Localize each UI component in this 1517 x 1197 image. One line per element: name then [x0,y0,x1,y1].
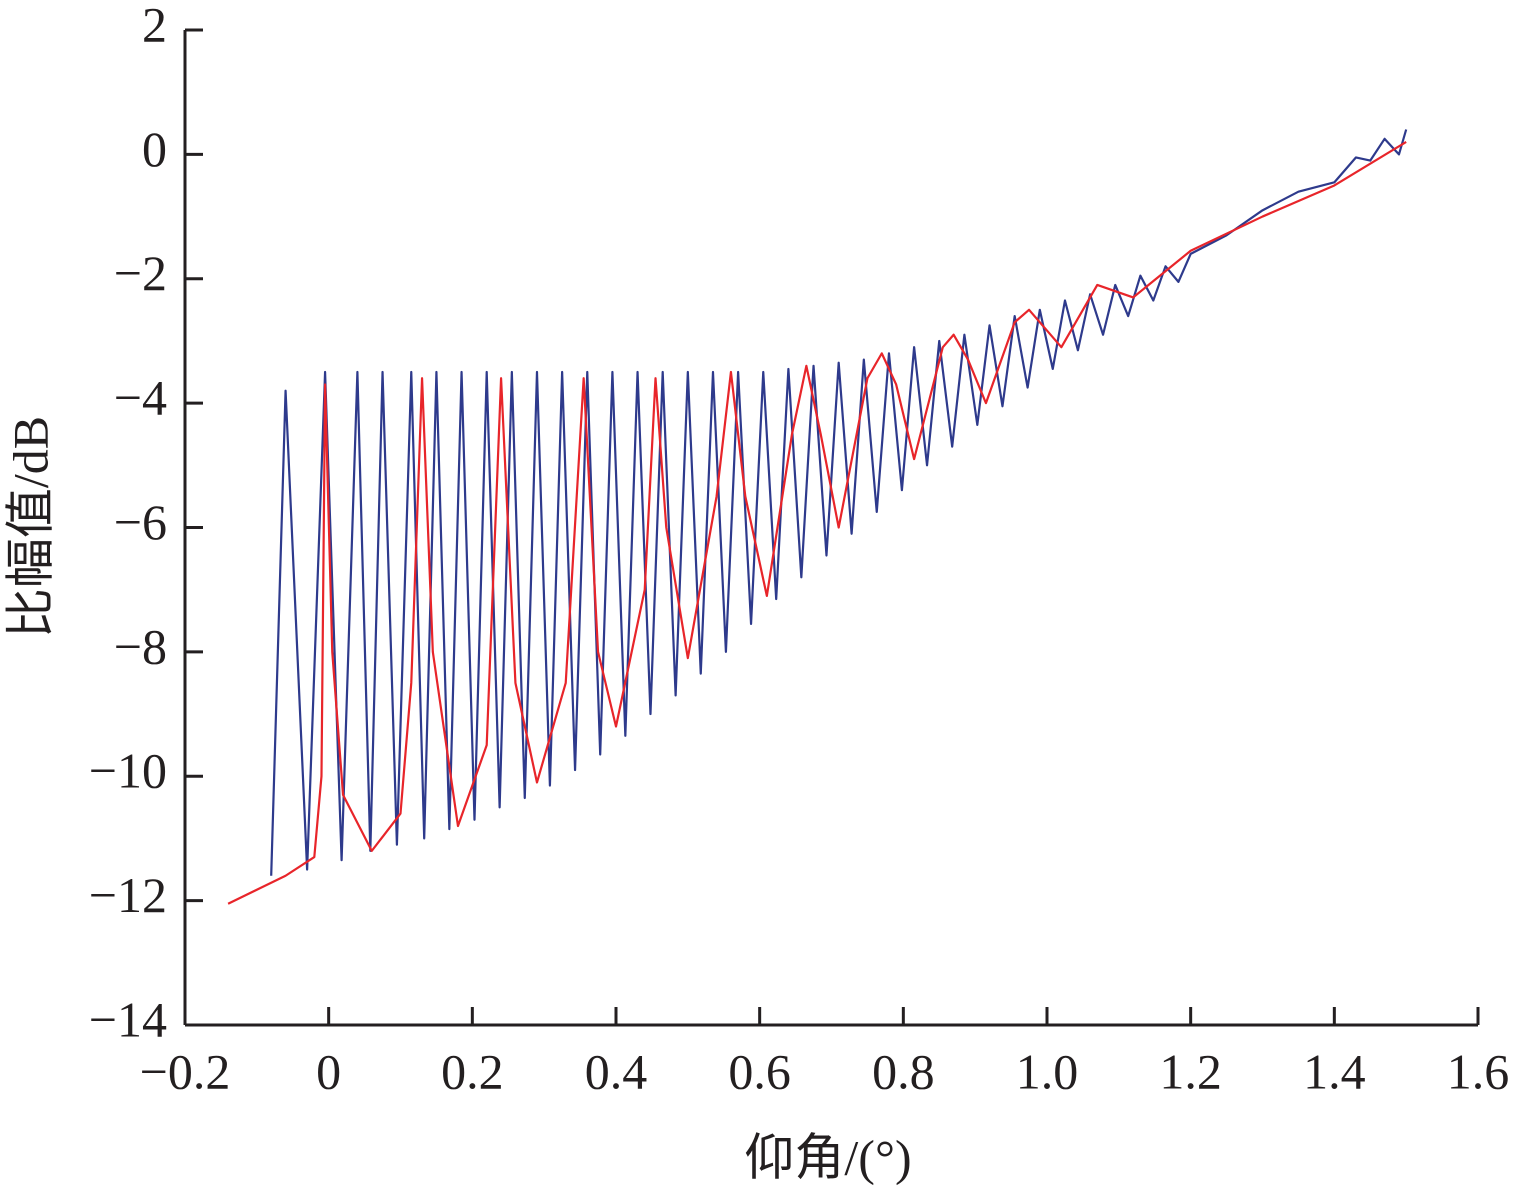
y-axis-label: 比幅值/dB [2,416,58,638]
y-tick-label: −4 [114,370,167,426]
x-axis-label: 仰角/(°) [744,1129,911,1185]
x-tick-label: 0.8 [872,1043,935,1099]
y-tick-label: −12 [89,867,167,923]
x-tick-label: 1.6 [1447,1043,1510,1099]
x-tick-label: 0 [316,1043,341,1099]
x-tick-label: 0.2 [441,1043,504,1099]
x-tick-label: 0.6 [728,1043,791,1099]
y-tick-label: −14 [89,991,167,1047]
x-tick-label: −0.2 [140,1043,231,1099]
y-tick-label: −6 [114,494,167,550]
x-tick-label: 1.4 [1303,1043,1366,1099]
x-tick-label: 0.4 [585,1043,648,1099]
y-tick-label: −8 [114,618,167,674]
data-line [227,140,1407,905]
y-tick-label: −10 [89,743,167,799]
x-tick-label: 1.0 [1016,1043,1079,1099]
y-tick-label: 2 [142,0,167,52]
y-tick-label: −2 [114,245,167,301]
x-tick-label: 1.2 [1159,1043,1222,1099]
y-tick-label: 0 [142,121,167,177]
data-line [270,129,1408,876]
